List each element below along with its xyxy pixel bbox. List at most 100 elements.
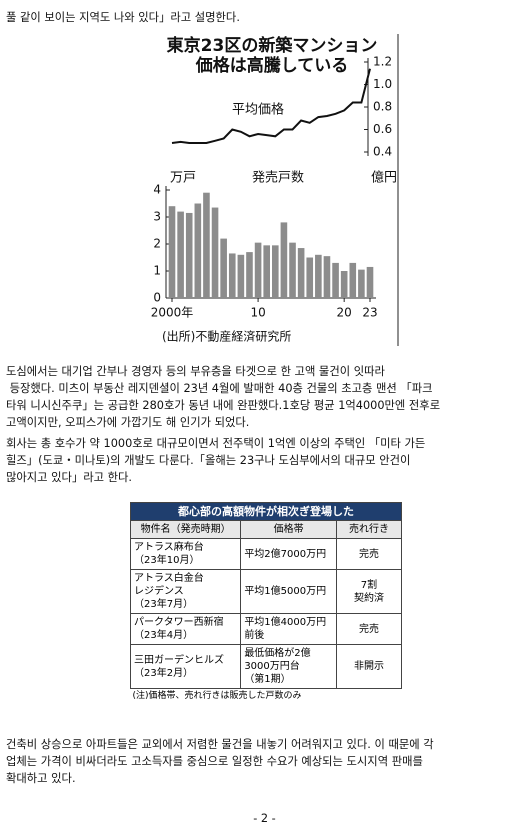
text-line: 힐즈」(도쿄・미나토)의 개발도 다룬다.「올해는 23구나 도심부에서의 대규… [6, 454, 411, 467]
cell-line: 完売 [358, 548, 379, 560]
y-tick-label: 4 [153, 183, 161, 197]
bar [254, 242, 262, 298]
table-cell: 完売 [335, 613, 403, 645]
table-row: アトラス麻布台 （23年10月） 平均2億7000万円 完売 [129, 538, 403, 570]
y-tick-label: 1 [153, 264, 161, 278]
bar [280, 222, 288, 298]
bar [358, 269, 365, 298]
text-line: 고액이지만, 오피스가에 가깝기도 해 인기가 되었다. [6, 416, 250, 429]
header-cell: 売れ行き [335, 520, 403, 539]
y-tick-label: 2 [153, 237, 161, 251]
cell-line: （第1期） [244, 674, 291, 685]
bar [211, 207, 219, 298]
cell-line: 平均1億4000万円 [244, 617, 327, 628]
bar [185, 212, 193, 298]
cell-line: 三田ガーデンヒルズ [134, 654, 224, 666]
header-cell: 物件名（発売時期） [129, 520, 242, 539]
cell-line: 3000万円台 [244, 661, 300, 672]
bar [306, 257, 314, 298]
bar [194, 203, 202, 298]
cell-line: （23年7月） [134, 599, 194, 610]
table-title-row: 都心部の高額物件が相次ぎ登場した [130, 502, 402, 521]
table-cell: 完売 [335, 538, 403, 570]
bar [289, 242, 296, 298]
table-cell: 最低価格が2億 3000万円台 （第1期） [240, 644, 337, 689]
bar [263, 245, 270, 298]
bar [237, 254, 245, 298]
table-note: (注)価格帯、売れ行きは販売した戸数のみ [130, 688, 402, 704]
cell-line: （23年2月） [134, 667, 194, 679]
x-tick-label: 10 [250, 306, 265, 320]
bar [220, 238, 227, 298]
y-tick-label: 0 [153, 291, 161, 305]
bar [203, 192, 210, 298]
table-row: アトラス白金台 レジデンス （23年7月） 平均1億5000万円 7割 契約済 [129, 569, 403, 614]
header-cell: 価格帯 [240, 520, 337, 539]
x-tick-label: 2000年 [151, 306, 194, 320]
cell-line: 最低価格が2億 [244, 648, 311, 659]
table-row: パークタワー西新宿 （23年4月） 平均1億4000万円 前後 完売 [129, 613, 403, 645]
text-line: 건축비 상승으로 아파트들은 교외에서 저렴한 물건을 내놓기 어려워지고 있다… [6, 738, 434, 751]
text-line: 타워 니시신주쿠」는 공급한 280호가 동년 내에 완판했다.1호당 평균 1… [6, 399, 441, 412]
source: (出所)不動産経済研究所 [162, 329, 291, 344]
cell-line: 平均2億7000万円 [244, 548, 327, 560]
text-line: 도심에서는 대기업 간부나 경영자 등의 부유층을 타겟으로 한 고액 물건이 … [6, 365, 385, 378]
y2-tick-label: 0.8 [373, 100, 392, 114]
y-axis-label: 万戸 [170, 171, 196, 186]
chart: 東京23区の新築マンション価格は高騰している012340.40.60.81.01… [151, 34, 399, 346]
cell-line: 非開示 [353, 661, 384, 672]
table-cell: 7割 契約済 [335, 569, 403, 614]
cell-line: パークタワー西新宿 [134, 617, 224, 628]
table-note-row: (注)価格帯、売れ行きは販売した戸数のみ [130, 688, 402, 704]
page-number: - 2 - [253, 812, 276, 825]
cell-line: 7割 [360, 579, 378, 591]
cell-line: （23年4月） [134, 630, 194, 641]
cell-line: 平均1億5000万円 [244, 586, 327, 597]
text-line: 등장했다. 미츠이 부동산 레지덴셜이 23년 4월에 발매한 40층 건물의 … [6, 382, 433, 395]
y2-axis-label: 億円 [371, 170, 397, 186]
cell-line: レジデンス [134, 586, 184, 597]
bar [177, 211, 184, 298]
y2-tick-label: 1.2 [373, 55, 392, 69]
table-header-row: 物件名（発売時期） 価格帯 売れ行き [129, 520, 403, 539]
bar [272, 245, 279, 298]
table-cell: パークタワー西新宿 （23年4月） [129, 613, 242, 645]
cell-line: 完売 [358, 623, 379, 635]
bar [332, 262, 339, 298]
text-line: 확대하고 있다. [6, 772, 76, 785]
bar [366, 266, 374, 298]
table-cell: 平均1億5000万円 [240, 569, 337, 614]
text-line: 풀 같이 보이는 지역도 나와 있다」라고 설명한다. [6, 11, 240, 24]
text-line: 많아지고 있다」라고 한다. [6, 471, 133, 484]
series-label: 発売戸数 [252, 170, 304, 186]
x-tick-label: 23 [362, 306, 377, 320]
y-tick-label: 3 [153, 210, 161, 224]
table-cell: アトラス麻布台 （23年10月） [129, 538, 242, 570]
table-cell: 非開示 [335, 644, 403, 689]
x-tick-label: 20 [337, 306, 352, 320]
table-cell: アトラス白金台 レジデンス （23年7月） [129, 569, 242, 614]
text-line: 회사는 총 호수가 약 1000호로 대규모이면서 전주택이 1억엔 이상의 주… [6, 437, 426, 450]
bar [246, 252, 253, 298]
chart-title: 東京23区の新築マンション [167, 35, 378, 56]
cell-line: 契約済 [353, 592, 384, 604]
chart-title: 価格は高騰している [195, 55, 349, 76]
cell-line: 前後 [244, 630, 265, 641]
bar [228, 253, 236, 298]
bar [340, 271, 348, 298]
bar [168, 206, 176, 298]
y2-tick-label: 1.0 [373, 77, 392, 91]
bar [315, 254, 322, 298]
y2-tick-label: 0.6 [373, 122, 392, 136]
bar [349, 262, 357, 298]
table: 都心部の高額物件が相次ぎ登場した 物件名（発売時期） 価格帯 売れ行きアトラス麻布台 （… [129, 502, 403, 704]
y2-tick-label: 0.4 [373, 145, 392, 159]
cell-line: アトラス麻布台 [134, 542, 204, 553]
bar [323, 256, 331, 298]
bar [297, 248, 305, 298]
cell-line: （23年10月） [134, 555, 200, 566]
table-title: 都心部の高額物件が相次ぎ登場した [130, 502, 402, 521]
series-label: 平均価格 [232, 102, 284, 118]
text-line: 업체는 가격이 비싸더라도 고소득자를 중심으로 일정한 수요가 예상되는 도시… [6, 755, 423, 768]
